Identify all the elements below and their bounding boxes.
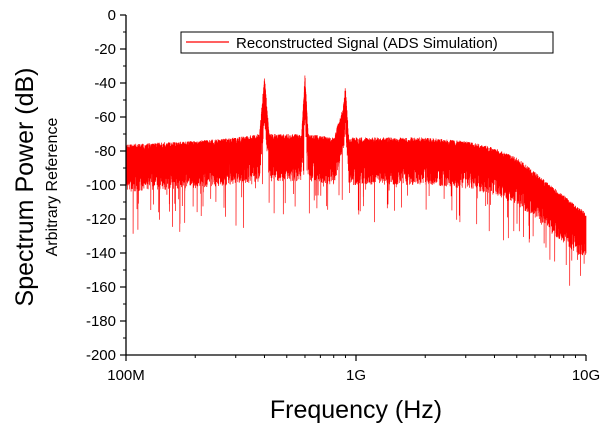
x-axis-title: Frequency (Hz) xyxy=(270,396,442,424)
y-tick-label: -160 xyxy=(86,279,116,296)
y-tick-label: -100 xyxy=(86,177,116,194)
legend: Reconstructed Signal (ADS Simulation) xyxy=(180,31,554,54)
y-tick-label: -120 xyxy=(86,211,116,228)
legend-label: Reconstructed Signal (ADS Simulation) xyxy=(236,35,498,52)
plot-area xyxy=(125,75,587,286)
y-tick-label: -140 xyxy=(86,245,116,262)
y-tick-label: -180 xyxy=(86,313,116,330)
legend-box xyxy=(180,31,554,54)
series-line-0 xyxy=(125,75,587,286)
y-tick-label: -40 xyxy=(94,75,116,92)
y-tick-label: -20 xyxy=(94,41,116,58)
x-tick-label: 100M xyxy=(107,367,145,384)
axes xyxy=(120,14,587,361)
y-tick-label: -60 xyxy=(94,109,116,126)
y-tick-label: -80 xyxy=(94,143,116,160)
y-tick-label: -200 xyxy=(86,347,116,364)
x-tick-label: 1G xyxy=(346,367,366,384)
y-axis-subtitle: Arbitrary Reference xyxy=(44,118,61,257)
y-tick-label: 0 xyxy=(108,7,116,24)
x-tick-label: 10G xyxy=(572,367,600,384)
tick-labels: 0 -20 -40 -60 -80 -100 -120 -140 -160 -180 -200 100… xyxy=(86,7,600,384)
y-axis-title: Spectrum Power (dB) xyxy=(11,68,39,307)
